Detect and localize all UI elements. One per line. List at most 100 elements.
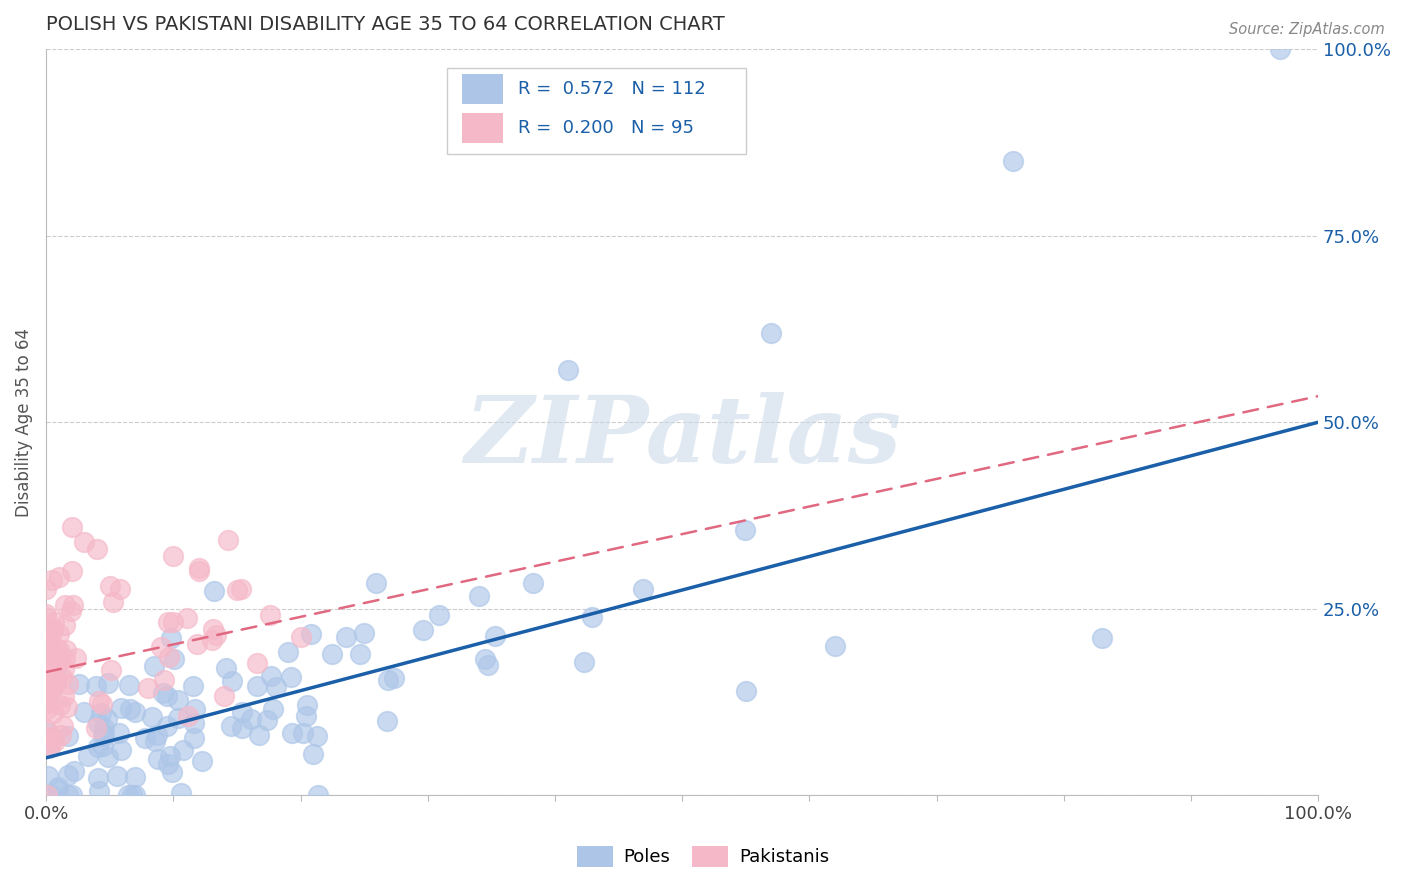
Point xyxy=(39,788,62,802)
Point xyxy=(53,618,76,632)
Point xyxy=(37,788,59,802)
Point xyxy=(73,534,96,549)
Point xyxy=(39,671,62,685)
Point xyxy=(35,582,58,597)
Point xyxy=(41,573,63,587)
Point xyxy=(214,689,236,703)
Point xyxy=(191,754,214,768)
Point xyxy=(51,670,73,684)
Point xyxy=(77,748,100,763)
Point xyxy=(176,611,198,625)
Point xyxy=(231,722,253,736)
Point xyxy=(176,709,198,723)
Point xyxy=(46,782,69,797)
Point xyxy=(42,615,65,629)
Point xyxy=(37,769,59,783)
Point xyxy=(35,650,58,665)
Point xyxy=(37,726,59,740)
Point xyxy=(96,750,118,764)
Point xyxy=(65,651,87,665)
Point xyxy=(1091,632,1114,646)
Point xyxy=(633,582,655,597)
Point xyxy=(86,721,108,735)
Point xyxy=(202,584,225,599)
Point xyxy=(35,690,58,705)
Point xyxy=(35,610,58,624)
Point xyxy=(56,788,79,802)
Point xyxy=(73,706,96,720)
Point xyxy=(60,565,83,579)
Point xyxy=(56,768,79,782)
Point xyxy=(46,780,69,794)
Point xyxy=(160,632,183,646)
Point xyxy=(37,682,59,697)
Point xyxy=(38,682,60,697)
Point xyxy=(146,728,169,742)
Point xyxy=(166,692,188,706)
Point xyxy=(93,729,115,743)
Point xyxy=(183,679,205,693)
Point xyxy=(160,764,183,779)
Point xyxy=(474,651,496,665)
Legend: Poles, Pakistanis: Poles, Pakistanis xyxy=(569,838,837,874)
Point xyxy=(35,607,58,622)
Point xyxy=(184,702,207,716)
Point xyxy=(55,643,77,657)
Point xyxy=(110,743,132,757)
Point xyxy=(157,650,180,665)
Point xyxy=(412,623,434,637)
Point xyxy=(35,731,58,746)
Point xyxy=(149,640,172,655)
Point xyxy=(156,756,179,771)
Point xyxy=(522,575,544,590)
Point xyxy=(48,653,70,667)
Point xyxy=(101,595,124,609)
Point xyxy=(187,561,209,575)
Point xyxy=(42,731,65,745)
Point xyxy=(159,749,181,764)
Point xyxy=(382,671,405,685)
Point xyxy=(280,726,302,740)
Point xyxy=(35,687,58,701)
Point xyxy=(186,638,208,652)
Point xyxy=(56,677,79,691)
Point xyxy=(53,690,76,704)
Point xyxy=(162,549,184,564)
Point xyxy=(141,710,163,724)
Point xyxy=(35,723,58,737)
Point xyxy=(219,718,242,732)
Point xyxy=(321,647,343,661)
Point xyxy=(124,705,146,719)
Point xyxy=(148,752,170,766)
Point xyxy=(205,628,228,642)
Point xyxy=(91,725,114,739)
Point xyxy=(100,663,122,677)
Point xyxy=(201,623,224,637)
Point xyxy=(110,582,132,596)
Point xyxy=(63,764,86,779)
Point xyxy=(41,625,63,640)
Point xyxy=(264,680,287,694)
Point xyxy=(60,788,83,802)
Point xyxy=(187,565,209,579)
Point xyxy=(1268,42,1291,56)
Text: POLISH VS PAKISTANI DISABILITY AGE 35 TO 64 CORRELATION CHART: POLISH VS PAKISTANI DISABILITY AGE 35 TO… xyxy=(46,15,725,34)
Point xyxy=(221,673,243,688)
Point xyxy=(108,726,131,740)
Point xyxy=(260,669,283,683)
Point xyxy=(229,582,252,596)
Point xyxy=(156,689,179,703)
Point xyxy=(761,326,783,340)
Point xyxy=(49,698,72,712)
Point xyxy=(37,665,59,680)
Point xyxy=(152,686,174,700)
Point xyxy=(90,706,112,720)
Point xyxy=(292,725,315,739)
Point xyxy=(290,630,312,644)
Point xyxy=(56,729,79,743)
Point xyxy=(163,651,186,665)
Point xyxy=(153,673,176,688)
Point xyxy=(96,712,118,726)
Point xyxy=(37,634,59,648)
Point xyxy=(172,742,194,756)
